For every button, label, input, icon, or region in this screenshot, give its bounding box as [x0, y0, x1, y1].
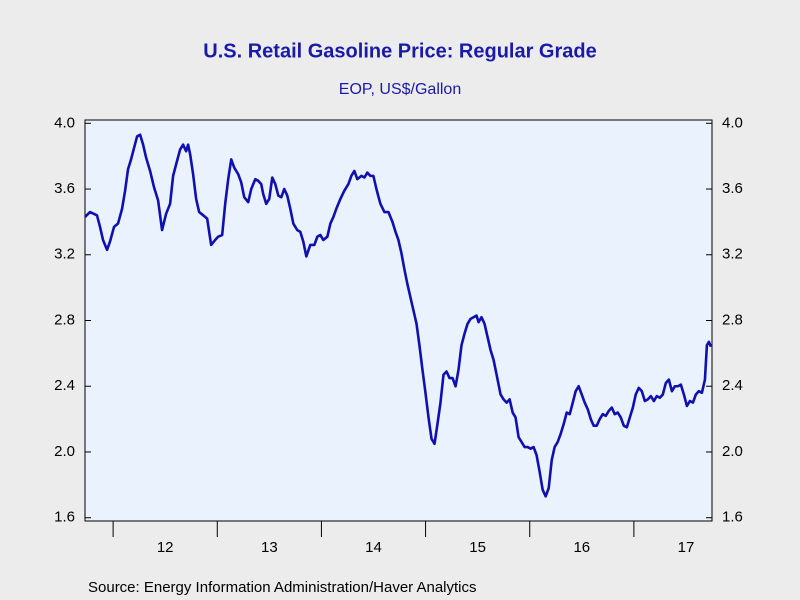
y-tick-label: 2.8 [54, 311, 75, 328]
y2-tick-label: 1.6 [722, 509, 743, 526]
plot-area [84, 119, 713, 522]
y2-tick-label: 3.6 [722, 180, 743, 197]
chart-subtitle: EOP, US$/Gallon [339, 81, 461, 98]
y-tick-label: 1.6 [54, 509, 75, 526]
y2-tick-label: 2.8 [722, 311, 743, 328]
x-tick-label: 16 [573, 539, 590, 556]
source-note: Source: Energy Information Administratio… [88, 579, 477, 596]
y2-tick-label: 2.4 [722, 377, 743, 394]
data-line [84, 133, 713, 498]
y-tick-label: 2.4 [54, 377, 75, 394]
x-tick-label: 14 [365, 539, 382, 556]
x-tick-label: 15 [469, 539, 486, 556]
x-tick-label: 12 [157, 539, 174, 556]
x-tick-label: 13 [261, 539, 278, 556]
y2-tick-label: 3.2 [722, 246, 743, 263]
y-tick-label: 2.0 [54, 443, 75, 460]
x-tick-label: 17 [678, 539, 695, 556]
y-tick-label: 4.0 [54, 114, 75, 131]
chart-title: U.S. Retail Gasoline Price: Regular Grad… [203, 40, 596, 62]
y-tick-label: 3.2 [54, 246, 75, 263]
y2-tick-label: 2.0 [722, 443, 743, 460]
y-tick-label: 3.6 [54, 180, 75, 197]
y2-tick-label: 4.0 [722, 114, 743, 131]
